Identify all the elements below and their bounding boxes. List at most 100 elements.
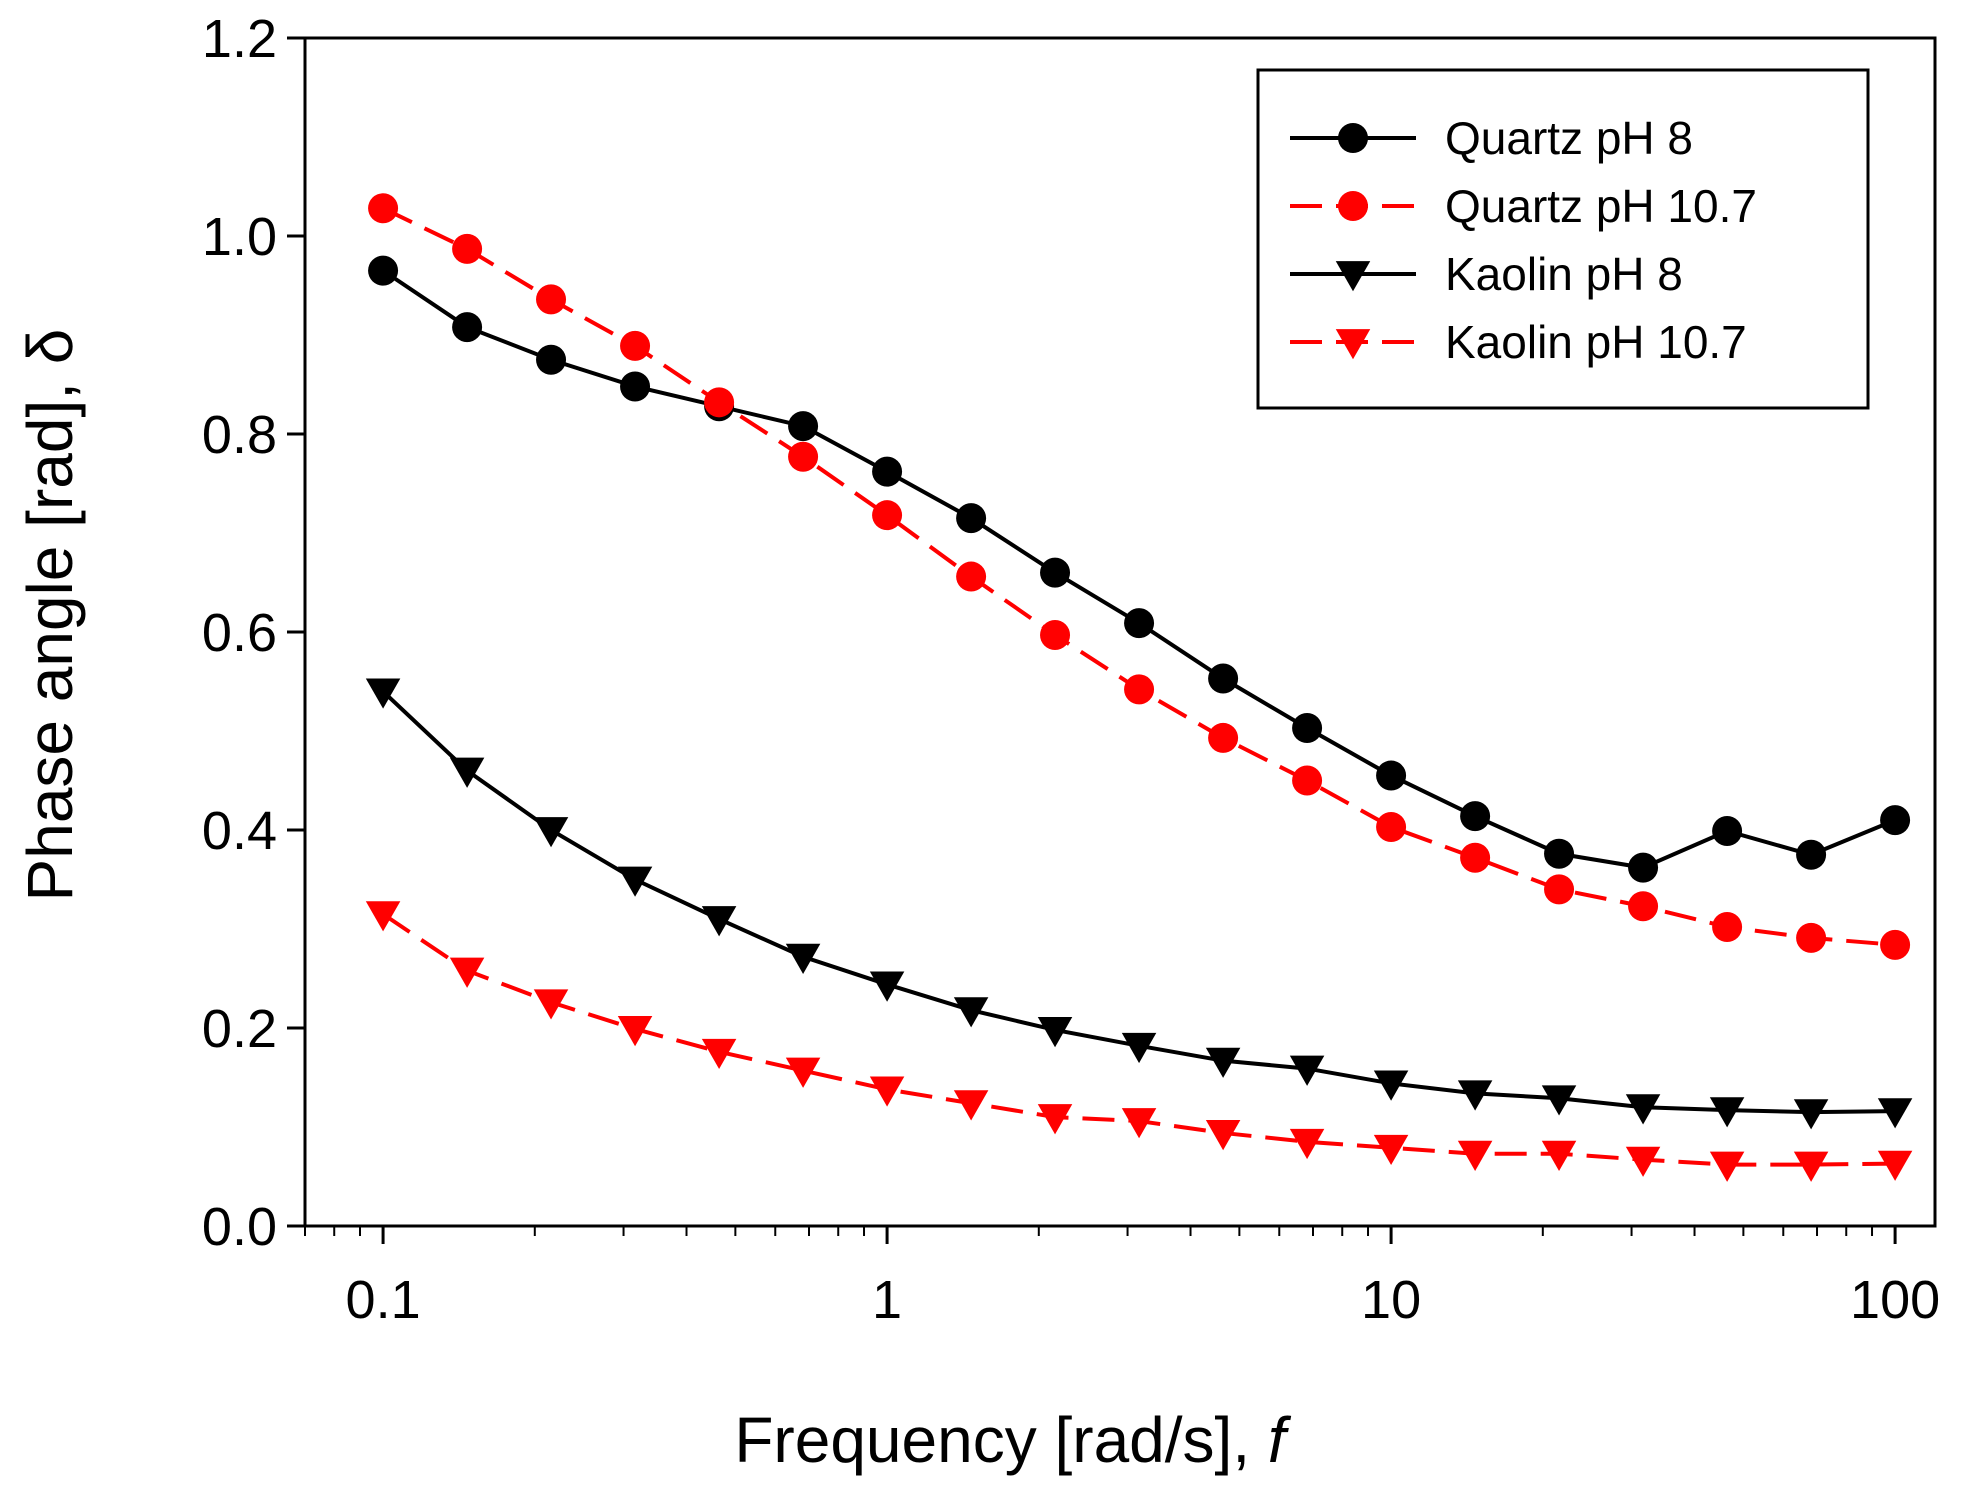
data-point [617,1016,653,1047]
data-point [1793,1151,1829,1182]
data-point [872,500,903,531]
data-point [1796,922,1827,953]
data-point [452,312,483,343]
legend-item: Kaolin pH 8 [1290,248,1683,300]
data-point [620,371,651,402]
series-quartz-ph-8 [368,255,1911,883]
data-point [956,561,987,592]
series-kaolin-ph-10-7 [365,901,1913,1182]
data-point [1040,619,1071,650]
data-point [701,906,737,937]
data-point [1541,1140,1577,1171]
data-point [1541,1085,1577,1116]
legend-label: Kaolin pH 8 [1445,248,1683,300]
data-point [1793,1099,1829,1130]
data-point [788,411,819,442]
data-point [1205,1120,1241,1151]
x-tick-label: 10 [1361,1270,1421,1330]
data-point [1625,1146,1661,1177]
data-point [1376,760,1407,791]
x-tick-label: 100 [1850,1270,1940,1330]
data-point [1625,1094,1661,1125]
y-tick-label: 1.0 [202,207,277,267]
data-point [1457,1080,1493,1111]
data-point [1877,1150,1913,1181]
data-point [1457,1140,1493,1171]
data-point [1712,912,1743,943]
legend-marker [1338,123,1368,153]
series-kaolin-ph-8 [365,678,1913,1130]
data-point [1121,1032,1157,1064]
y-tick-label: 0.0 [202,1197,277,1257]
data-point [869,971,905,1002]
data-point [1292,765,1323,796]
data-point [1205,1047,1241,1078]
data-point [365,901,401,932]
data-point [1709,1151,1745,1182]
data-point [1544,838,1575,869]
plot-area [365,193,1913,1182]
data-point [1208,722,1239,753]
legend-marker [1335,261,1371,292]
x-tick-label: 1 [872,1270,902,1330]
legend: Quartz pH 8 Quartz pH 10.7 Kaolin pH 8 Kaol… [1256,68,1870,410]
data-point [869,1076,905,1107]
data-point [701,1038,737,1070]
data-point [1709,1097,1745,1128]
legend-item: Kaolin pH 10.7 [1290,316,1747,368]
legend-item: Quartz pH 10.7 [1290,180,1757,232]
y-axis: 0.0 0.2 0.4 0.6 0.8 1.0 1.2 [202,9,305,1257]
data-point [785,1057,821,1088]
y-tick-label: 0.4 [202,801,277,861]
y-tick-label: 0.8 [202,405,277,465]
legend-items: Quartz pH 8 Quartz pH 10.7 Kaolin pH 8 Kaol… [1290,112,1757,368]
data-point [533,989,569,1020]
data-point [1376,812,1407,843]
data-point [1124,674,1155,705]
data-point [533,817,569,848]
legend-label: Kaolin pH 10.7 [1445,316,1747,368]
x-axis-title-text: Frequency [rad/s], [734,1404,1268,1476]
series-quartz-ph-10-7 [368,193,1911,960]
data-point [1292,713,1323,744]
data-point [1877,1098,1913,1129]
data-point [536,284,567,315]
data-point [788,441,819,472]
data-point [1124,608,1155,639]
data-point [620,330,651,361]
data-point [365,678,401,709]
x-axis: 0.1 1 10 100 [304,1226,1940,1330]
data-point [1040,557,1071,588]
data-point [872,456,903,487]
data-point [1544,874,1575,905]
data-point [1373,1134,1409,1166]
data-point [1880,929,1911,960]
data-point [536,344,567,375]
data-point [1628,852,1659,883]
y-axis-title: Phase angle [rad], δ [14,329,86,902]
data-point [449,957,485,988]
data-point [704,387,735,418]
data-point [953,997,989,1028]
data-point [1880,805,1911,836]
legend-marker [1335,329,1371,360]
x-axis-title: Frequency [rad/s], f [734,1404,1292,1476]
legend-label: Quartz pH 10.7 [1445,180,1757,232]
data-point [1037,1017,1073,1048]
data-point [1289,1128,1325,1160]
data-point [785,943,821,974]
y-tick-label: 1.2 [202,9,277,69]
data-point [1037,1104,1073,1135]
data-point [617,866,653,897]
x-tick-label: 0.1 [346,1270,421,1330]
data-point [452,233,483,264]
data-point [1289,1055,1325,1086]
y-tick-label: 0.6 [202,603,277,663]
data-point [1208,663,1239,694]
data-point [1460,801,1491,832]
data-point [1460,842,1491,873]
data-point [1628,891,1659,922]
data-point [368,255,399,286]
legend-label: Quartz pH 8 [1445,112,1693,164]
